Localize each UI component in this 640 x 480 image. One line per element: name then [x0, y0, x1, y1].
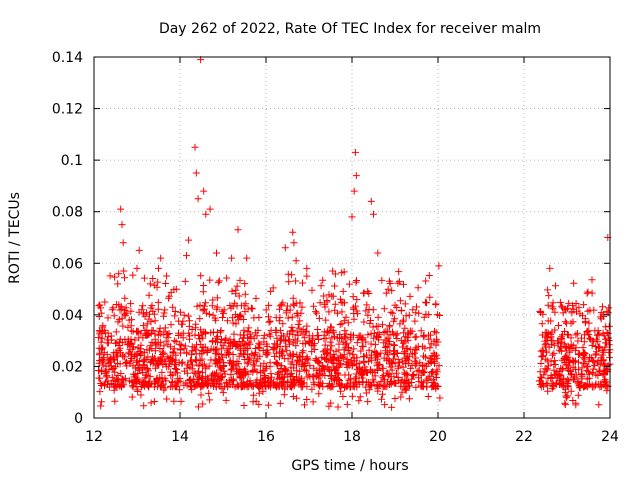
data-points [94, 56, 614, 411]
y-tick-label: 0.02 [52, 359, 83, 375]
y-tick-label: 0.1 [61, 153, 83, 169]
x-tick-label: 24 [601, 429, 619, 445]
x-tick-label: 20 [429, 429, 447, 445]
chart-title: Day 262 of 2022, Rate Of TEC Index for r… [159, 21, 541, 37]
x-tick-label: 18 [343, 429, 361, 445]
y-tick-label: 0.12 [52, 102, 83, 118]
y-axis-label: ROTI / TECUs [7, 192, 23, 284]
axes: 12 14 16 18 20 22 24 0 0.02 0.04 0.06 0.08 0.1 0.12 0.… [52, 50, 619, 445]
x-tick-label: 16 [257, 429, 275, 445]
x-tick-label: 12 [85, 429, 103, 445]
y-tick-label: 0.06 [52, 256, 83, 272]
y-tick-label: 0 [74, 411, 83, 427]
x-tick-label: 22 [515, 429, 533, 445]
y-tick-label: 0.08 [52, 205, 83, 221]
x-tick-label: 14 [171, 429, 189, 445]
x-axis-label: GPS time / hours [291, 458, 408, 474]
y-tick-label: 0.04 [52, 308, 83, 324]
y-tick-label: 0.14 [52, 50, 83, 66]
roti-plus-markers [94, 56, 614, 411]
